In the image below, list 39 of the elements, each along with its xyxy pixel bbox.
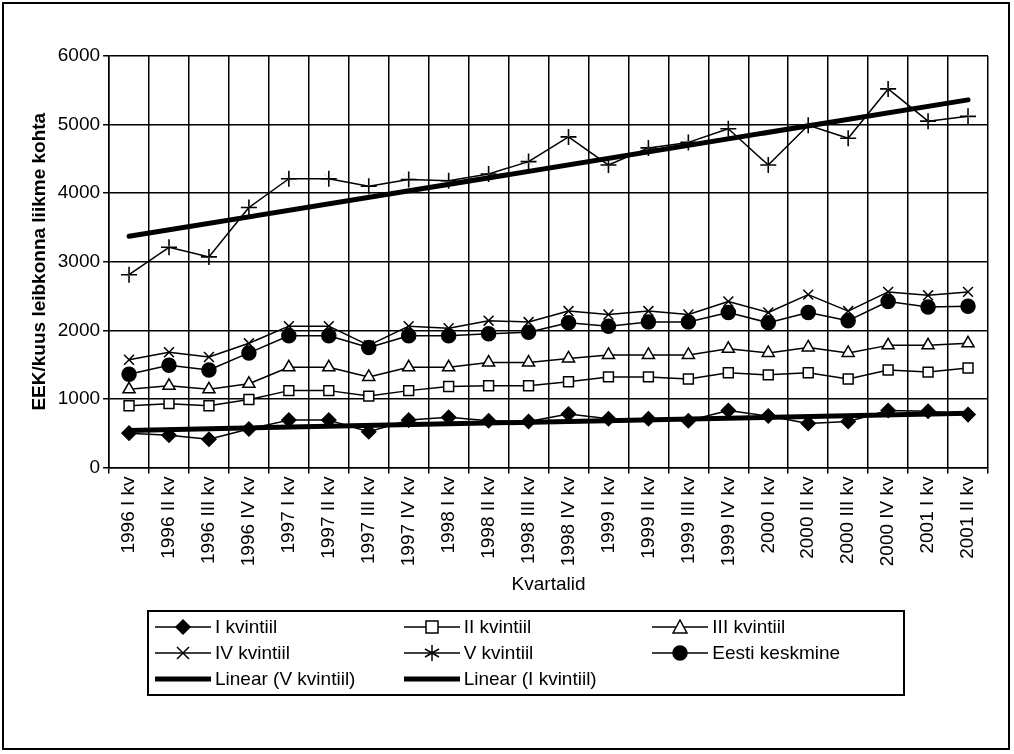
x-tick-label: 1996 III kv: [197, 475, 219, 565]
x-tick-label: 1996 I kv: [117, 475, 139, 554]
x-tick-label: 2001 II kv: [956, 475, 978, 559]
x-tick-label: 1998 IV kv: [556, 475, 578, 567]
x-tick-label: 1998 III kv: [516, 475, 538, 565]
legend-label: I kvintiil: [215, 616, 278, 638]
x-axis-title: Kvartalid: [511, 572, 586, 594]
x-tick-label: 1996 IV kv: [237, 475, 259, 567]
y-tick-label: 4000: [57, 181, 101, 203]
legend-label: Eesti keskmine: [712, 642, 841, 664]
y-tick-label: 6000: [57, 44, 101, 66]
x-tick-label: 2000 IV kv: [876, 475, 898, 567]
x-tick-label: 1997 III kv: [356, 475, 378, 565]
legend-label: IV kvintiil: [215, 642, 290, 664]
legend-label: V kvintiil: [463, 642, 534, 664]
x-tick-label: 2001 I kv: [916, 475, 938, 554]
x-tick-label: 1997 I kv: [277, 475, 299, 554]
legend-label: III kvintiil: [712, 616, 786, 638]
legend-label: Linear (V kvintiil): [215, 668, 356, 690]
y-tick-label: 2000: [57, 318, 101, 340]
x-tick-label: 1999 IV kv: [716, 475, 738, 567]
x-tick-label: 1996 II kv: [157, 475, 179, 559]
legend-label: Linear (I kvintiil): [463, 668, 597, 690]
y-tick-label: 0: [89, 455, 101, 477]
x-tick-label: 1999 III kv: [676, 475, 698, 565]
y-tick-label: 5000: [57, 112, 101, 134]
x-tick-label: 1998 II kv: [476, 475, 498, 559]
x-tick-label: 1997 II kv: [317, 475, 339, 559]
x-tick-label: 1997 IV kv: [396, 475, 418, 567]
x-tick-label: 1999 II kv: [636, 475, 658, 559]
x-tick-label: 1999 I kv: [596, 475, 618, 554]
y-tick-label: 3000: [57, 249, 101, 271]
x-tick-label: 2000 III kv: [836, 475, 858, 565]
y-tick-label: 1000: [57, 387, 101, 409]
x-tick-label: 1998 I kv: [436, 475, 458, 554]
y-axis-title: EEK/kuus leibkonna liikme kohta: [27, 112, 49, 411]
legend-label: II kvintiil: [463, 616, 532, 638]
x-tick-label: 2000 I kv: [756, 475, 778, 554]
x-tick-label: 2000 II kv: [796, 475, 818, 559]
